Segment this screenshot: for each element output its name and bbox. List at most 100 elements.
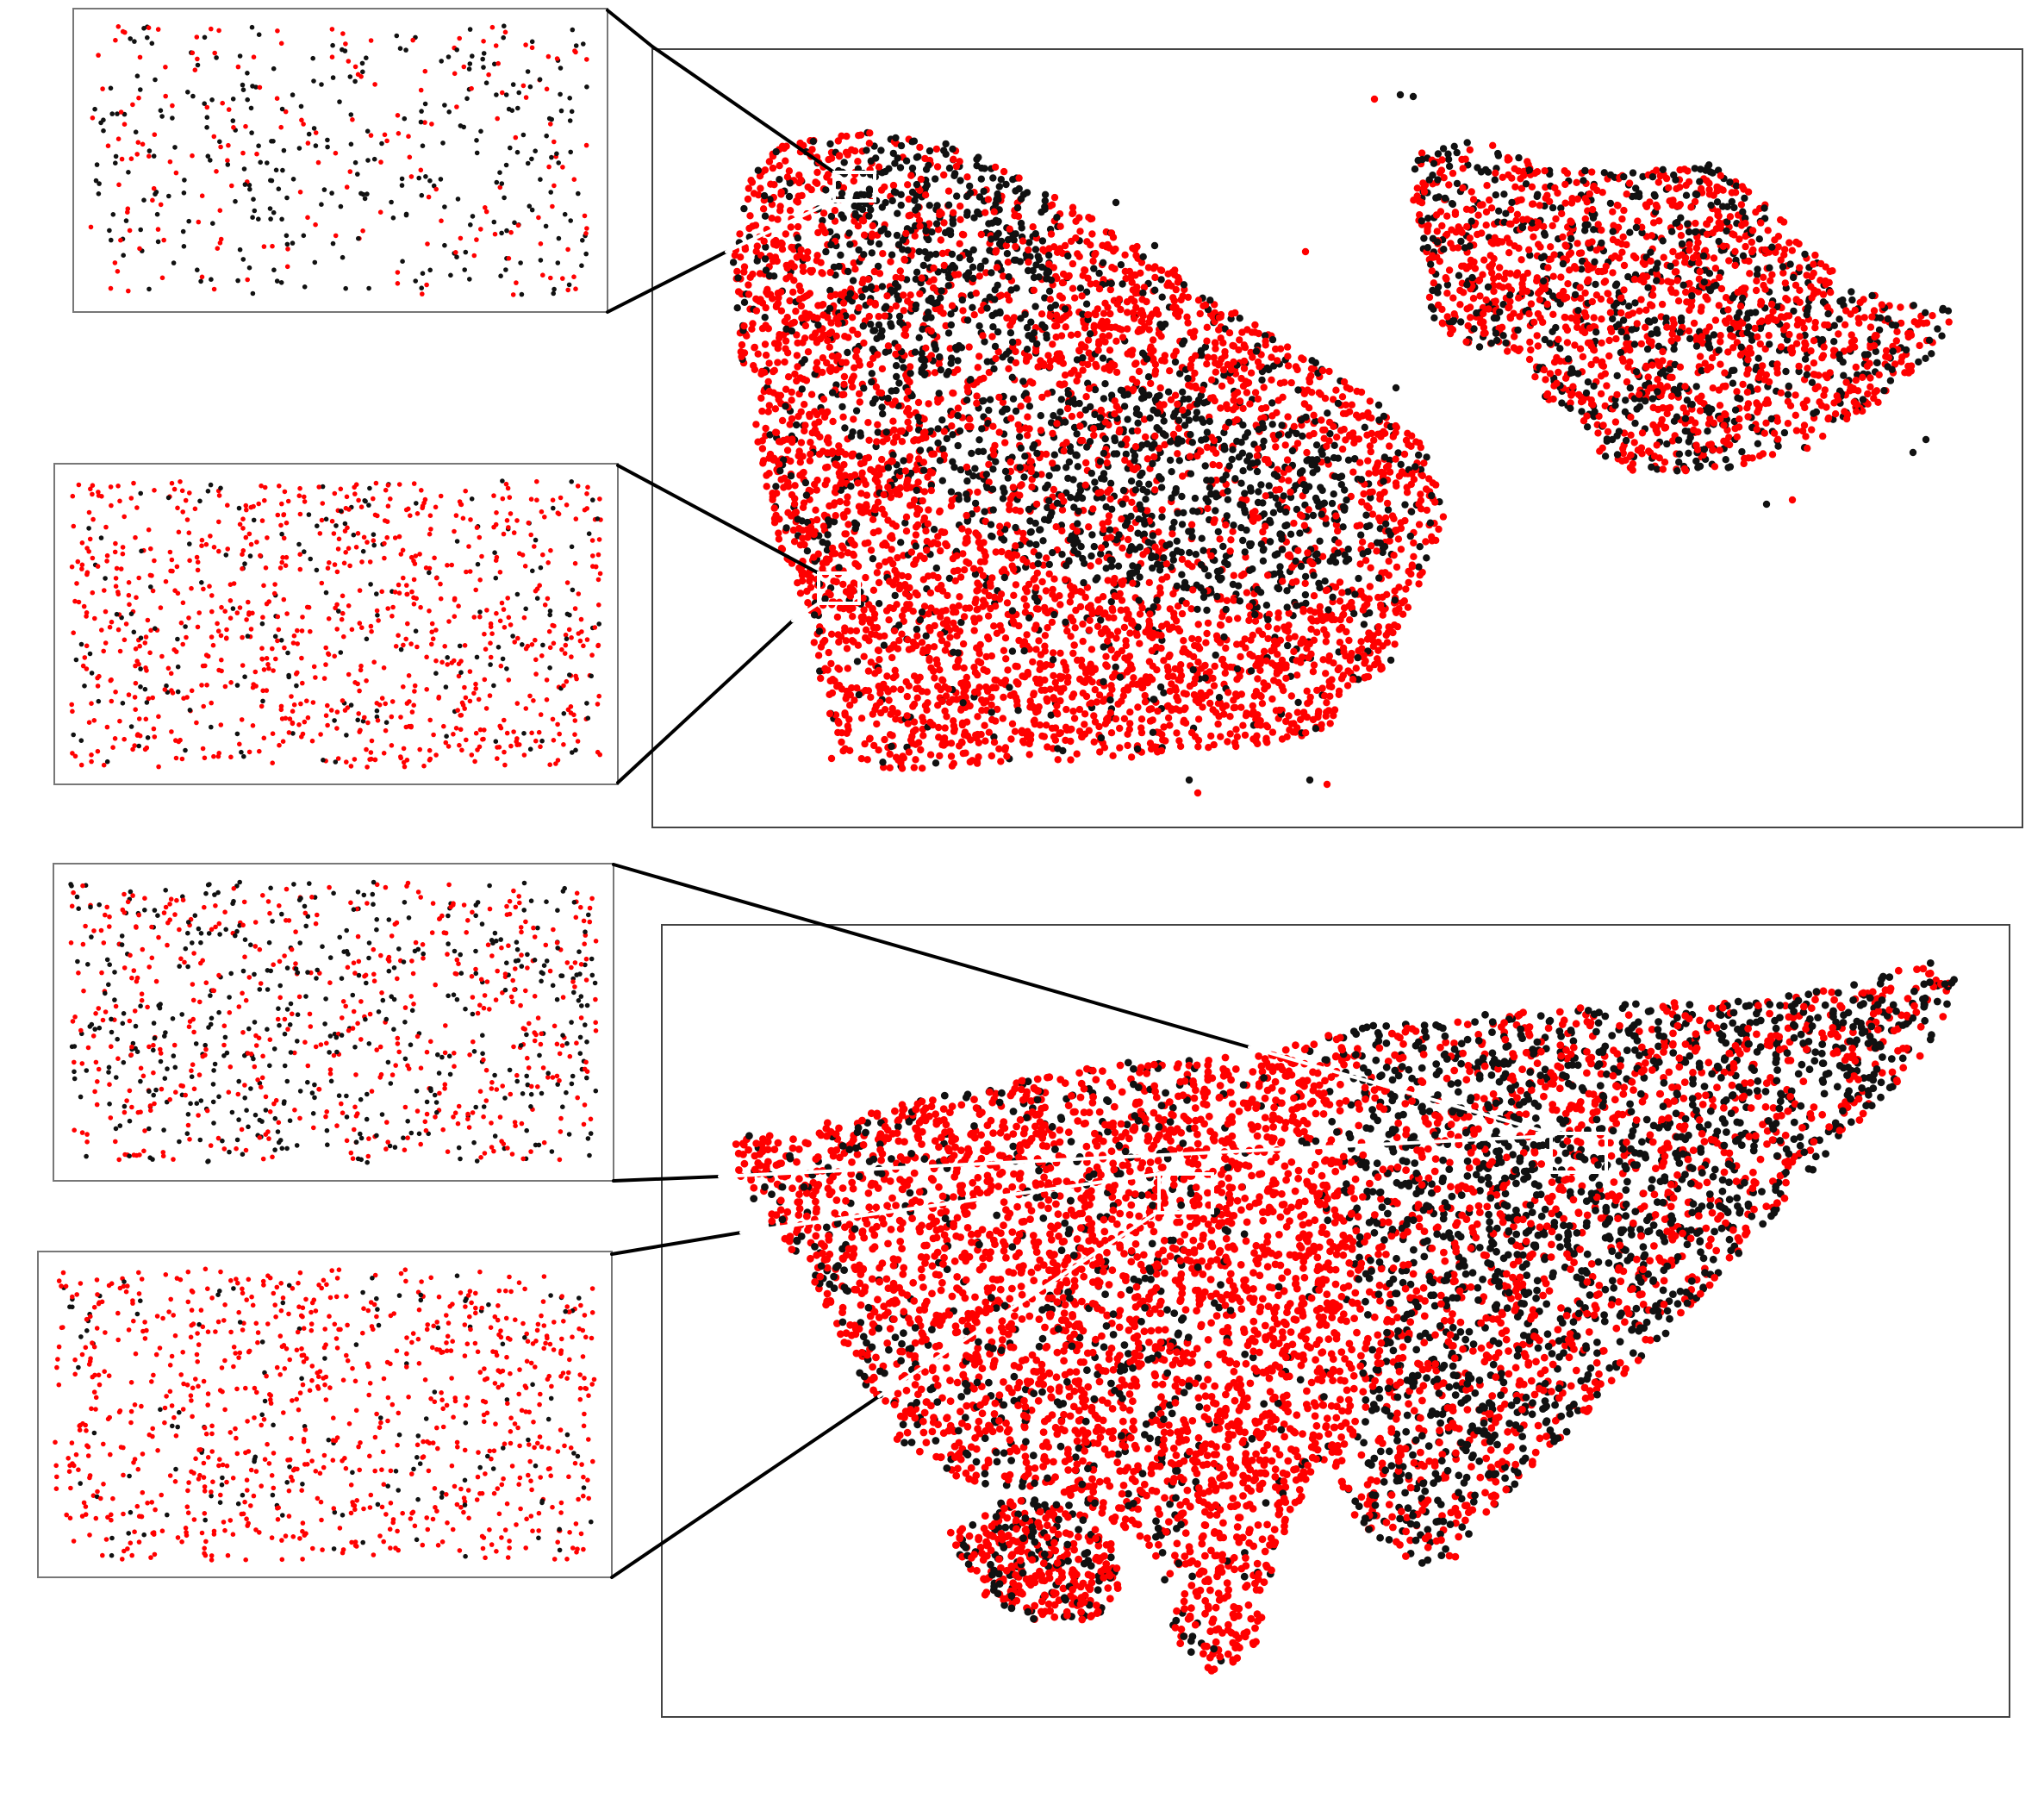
- red-cell-point: [801, 321, 810, 330]
- black-cell-point: [860, 251, 868, 259]
- black-cell-point: [1351, 590, 1359, 598]
- red-cell-point: [936, 210, 944, 219]
- red-cell-point: [1120, 686, 1128, 695]
- black-cell-point: [1120, 391, 1128, 399]
- red-cell-point: [1280, 686, 1287, 695]
- black-cell-point: [1344, 456, 1353, 464]
- red-cell-point: [1366, 489, 1374, 496]
- black-cell-point: [1189, 507, 1197, 515]
- black-cell-point: [1006, 329, 1015, 337]
- black-cell-point: [1176, 370, 1184, 378]
- red-cell-point: [914, 684, 922, 692]
- red-cell-point: [865, 140, 874, 147]
- red-cell-point: [889, 685, 898, 693]
- black-cell-point: [754, 166, 762, 174]
- black-cell-point: [1324, 456, 1331, 464]
- black-cell-point: [970, 214, 978, 222]
- red-cell-point: [887, 258, 894, 265]
- black-cell-point: [1031, 440, 1038, 449]
- red-cell-point: [1293, 440, 1302, 447]
- red-cell-point: [956, 240, 963, 247]
- red-cell-point: [1175, 627, 1184, 635]
- black-cell-point: [1361, 423, 1369, 431]
- black-cell-point: [944, 329, 953, 337]
- black-cell-point: [1108, 505, 1116, 513]
- black-cell-point: [1122, 450, 1131, 459]
- red-cell-point: [821, 228, 829, 237]
- red-cell-point: [1268, 728, 1277, 736]
- black-cell-point: [1178, 437, 1186, 445]
- red-cell-point: [937, 631, 944, 639]
- red-cell-point: [913, 632, 921, 640]
- red-cell-point: [819, 396, 828, 403]
- black-cell-point: [928, 228, 936, 236]
- black-cell-point: [957, 465, 965, 474]
- red-cell-point: [1111, 410, 1119, 418]
- red-cell-point: [1076, 411, 1084, 419]
- black-cell-point: [1185, 395, 1193, 403]
- black-cell-point: [1241, 490, 1249, 497]
- red-cell-point: [839, 747, 847, 755]
- red-cell-point: [1219, 365, 1228, 374]
- red-cell-point: [1256, 721, 1265, 729]
- red-cell-point: [1418, 471, 1427, 480]
- black-cell-point: [884, 464, 893, 471]
- red-cell-point: [905, 748, 913, 756]
- red-cell-point: [1116, 744, 1124, 752]
- red-cell-point: [1234, 615, 1242, 622]
- red-cell-point: [780, 144, 788, 153]
- red-cell-point: [1210, 682, 1218, 690]
- black-cell-point: [975, 322, 983, 330]
- red-cell-point: [904, 387, 912, 396]
- red-cell-point: [1262, 492, 1270, 500]
- red-cell-point: [740, 322, 748, 330]
- red-cell-point: [1328, 676, 1336, 684]
- red-cell-point: [1133, 631, 1141, 640]
- black-cell-point: [1200, 588, 1208, 596]
- red-cell-point: [959, 307, 967, 315]
- red-cell-point: [1131, 360, 1139, 368]
- black-cell-point: [1237, 501, 1244, 509]
- red-cell-point: [943, 616, 951, 624]
- red-cell-point: [980, 665, 988, 674]
- red-cell-point: [978, 707, 986, 715]
- red-cell-point: [764, 408, 772, 415]
- red-cell-point: [947, 502, 956, 510]
- red-cell-point: [854, 222, 863, 230]
- red-cell-point: [917, 746, 925, 754]
- red-cell-point: [881, 312, 889, 320]
- black-cell-point: [1384, 506, 1393, 514]
- red-cell-point: [1431, 498, 1439, 506]
- red-cell-point: [1163, 663, 1172, 671]
- black-cell-point: [1287, 493, 1295, 502]
- red-cell-point: [1380, 470, 1388, 478]
- red-cell-point: [834, 665, 842, 672]
- red-cell-point: [1016, 482, 1025, 490]
- black-cell-point: [1153, 596, 1161, 604]
- red-cell-point: [1089, 257, 1097, 265]
- red-cell-point: [870, 267, 878, 276]
- black-cell-point: [1357, 476, 1366, 484]
- red-cell-point: [1062, 323, 1069, 331]
- red-cell-point: [1332, 512, 1340, 520]
- black-cell-point: [1065, 458, 1074, 466]
- red-cell-point: [904, 720, 912, 727]
- black-cell-point: [1031, 230, 1040, 238]
- red-cell-point: [762, 303, 770, 312]
- red-cell-point: [1081, 266, 1089, 274]
- red-cell-point: [903, 692, 912, 701]
- black-cell-point: [1031, 246, 1040, 253]
- red-cell-point: [1174, 602, 1182, 610]
- black-cell-point: [1274, 550, 1281, 558]
- red-cell-point: [796, 541, 805, 549]
- red-cell-point: [865, 312, 873, 321]
- red-cell-point: [826, 502, 833, 510]
- red-cell-point: [910, 700, 919, 708]
- red-cell-point: [1079, 436, 1087, 445]
- black-cell-point: [1264, 615, 1272, 624]
- red-cell-point: [1232, 742, 1240, 751]
- red-cell-point: [1423, 506, 1431, 515]
- red-cell-point: [776, 460, 783, 468]
- red-cell-point: [1305, 506, 1312, 514]
- red-cell-point: [765, 158, 774, 165]
